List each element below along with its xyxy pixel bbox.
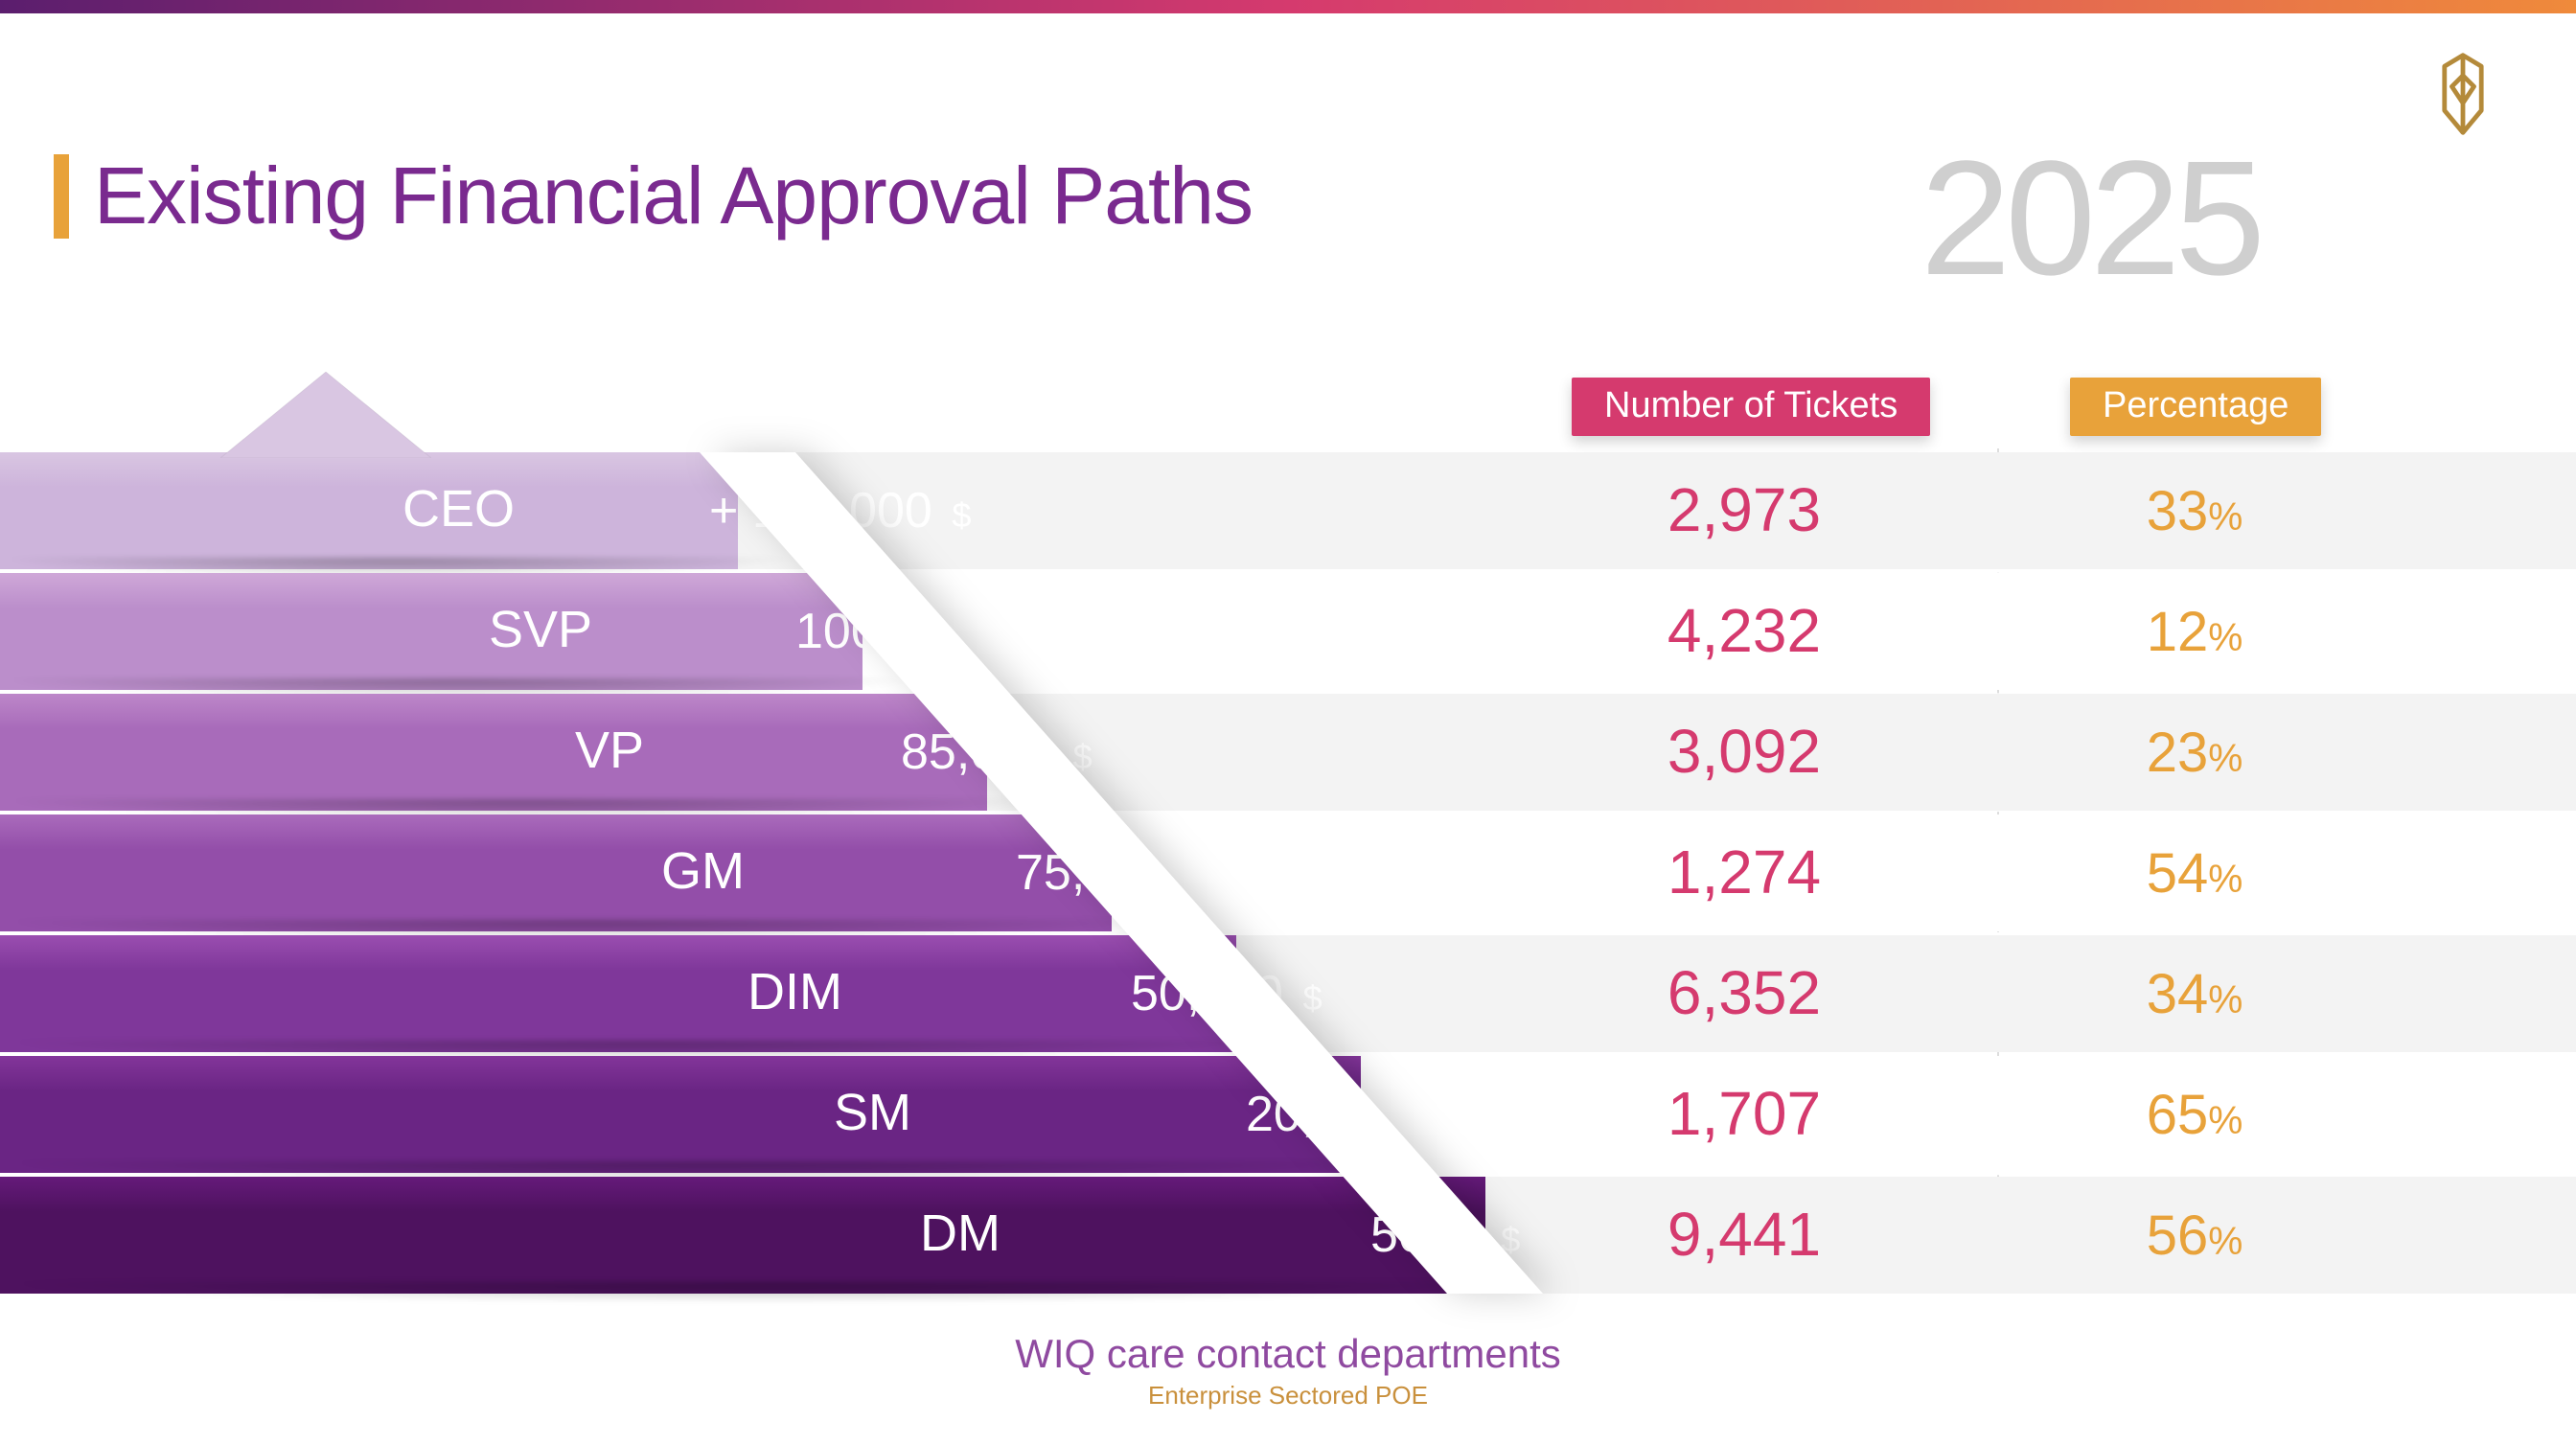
pyramid-row: DIM 50,000 $ 6,352 34%	[0, 935, 2576, 1052]
page-title: Existing Financial Approval Paths	[54, 149, 1253, 242]
percentage-value: 65%	[2070, 1083, 2319, 1147]
tickets-value: 1,274	[1572, 837, 1917, 907]
percentage-value: 12%	[2070, 600, 2319, 664]
tickets-value: 1,707	[1572, 1078, 1917, 1149]
pyramid-amount: 100,000 $	[795, 603, 1015, 660]
title-accent-bar	[54, 154, 69, 239]
column-header-percentage: Percentage	[2070, 378, 2321, 436]
percentage-value: 33%	[2070, 479, 2319, 543]
year-label: 2025	[1920, 125, 2260, 312]
pyramid-amount: 5000 $	[1370, 1206, 1520, 1264]
pyramid-step	[0, 694, 987, 811]
top-gradient-bar	[0, 0, 2576, 13]
pyramid-role-label: SM	[834, 1083, 911, 1142]
pyramid-amount: 85,000 $	[901, 723, 1092, 781]
pyramid-row: DM 5000 $ 9,441 56%	[0, 1177, 2576, 1294]
pyramid-row: SVP 100,000 $ 4,232 12%	[0, 573, 2576, 690]
pyramid-row: SM 20,000 $ 1,707 65%	[0, 1056, 2576, 1173]
pyramid-amount: 75,000 $	[1016, 844, 1208, 902]
tickets-value: 9,441	[1572, 1199, 1917, 1270]
pyramid-role-label: DM	[920, 1204, 1000, 1263]
percentage-value: 56%	[2070, 1204, 2319, 1268]
tickets-value: 2,973	[1572, 474, 1917, 545]
percentage-value: 34%	[2070, 962, 2319, 1026]
pyramid-role-label: VP	[575, 721, 644, 780]
pyramid-role-label: CEO	[402, 479, 515, 539]
footer: WIQ care contact departments Enterprise …	[0, 1331, 2576, 1411]
pyramid-role-label: SVP	[489, 600, 592, 659]
percentage-value: 54%	[2070, 841, 2319, 906]
pyramid-amount: 20,000 $	[1246, 1086, 1438, 1143]
pyramid-role-label: GM	[661, 841, 745, 901]
tickets-value: 3,092	[1572, 716, 1917, 787]
pyramid-step	[0, 935, 1236, 1052]
pyramid-step	[0, 1056, 1361, 1173]
pyramid-step	[0, 1177, 1485, 1294]
brand-logo-icon	[2417, 48, 2509, 140]
slide: Existing Financial Approval Paths 2025 N…	[0, 0, 2576, 1445]
tickets-value: 4,232	[1572, 595, 1917, 666]
footer-line-2: Enterprise Sectored POE	[0, 1381, 2576, 1411]
column-header-tickets: Number of Tickets	[1572, 378, 1930, 436]
pyramid-step	[0, 573, 862, 690]
pyramid-amount: + 100,000 $	[709, 482, 971, 539]
pyramid-step	[0, 452, 738, 569]
footer-line-1: WIQ care contact departments	[0, 1331, 2576, 1377]
pyramid-row: CEO + 100,000 $ 2,973 33%	[0, 452, 2576, 569]
pyramid-amount: 50,000 $	[1131, 965, 1322, 1022]
pyramid-step	[0, 814, 1112, 931]
tickets-value: 6,352	[1572, 957, 1917, 1028]
pyramid-row: GM 75,000 $ 1,274 54%	[0, 814, 2576, 931]
title-text: Existing Financial Approval Paths	[94, 149, 1253, 242]
pyramid-row: VP 85,000 $ 3,092 23%	[0, 694, 2576, 811]
pyramid-role-label: DIM	[748, 962, 842, 1021]
pyramid-apex-icon	[220, 372, 431, 458]
percentage-value: 23%	[2070, 721, 2319, 785]
